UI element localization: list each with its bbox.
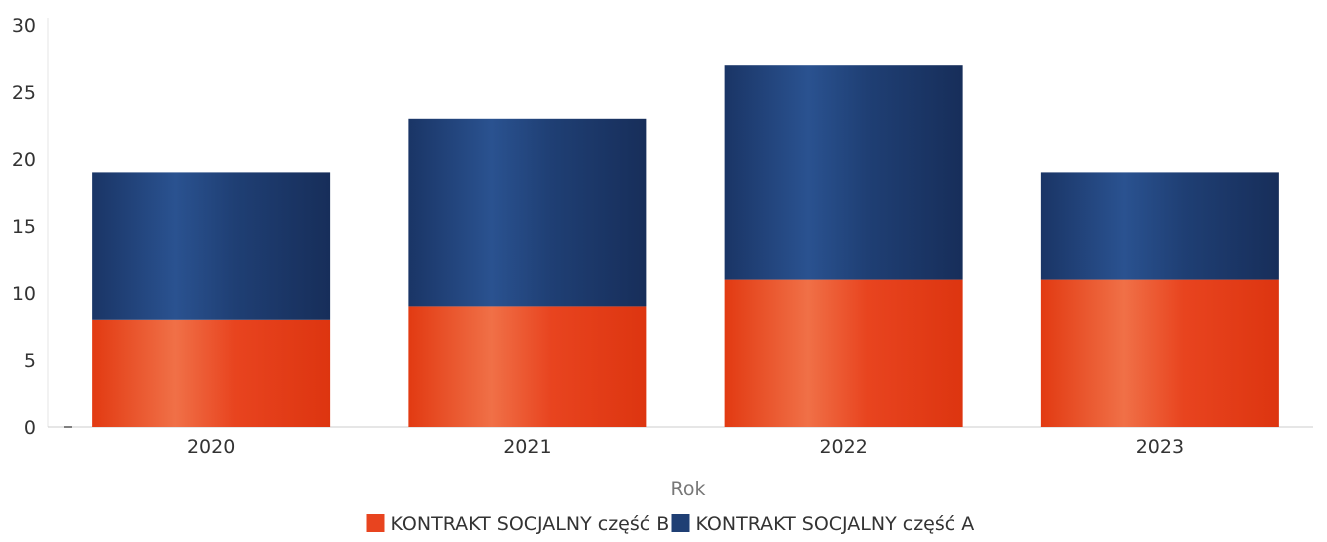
legend-label-0[interactable]: KONTRAKT SOCJALNY część B	[391, 513, 670, 535]
y-axis-ticks: 0 5 10 15 20 25 30	[12, 15, 36, 439]
y-tick-label-4: 20	[12, 149, 36, 171]
y-tick-label-6: 30	[12, 15, 36, 37]
bar-2021-series-1[interactable]	[408, 118, 647, 307]
legend-label-1[interactable]: KONTRAKT SOCJALNY część A	[696, 513, 975, 535]
y-tick-label-0: 0	[24, 417, 36, 439]
x-tick-label-2021: 2021	[503, 436, 551, 458]
x-tick-label-2023: 2023	[1136, 436, 1184, 458]
bar-2023-series-0[interactable]	[1040, 279, 1279, 427]
y-tick-label-2: 10	[12, 283, 36, 305]
bar-2022-series-1[interactable]	[724, 65, 963, 280]
legend-swatch-1	[671, 514, 690, 532]
bars-group	[92, 65, 1279, 427]
bar-2023-series-1[interactable]	[1040, 172, 1279, 280]
x-tick-label-2022: 2022	[819, 436, 867, 458]
legend: KONTRAKT SOCJALNY część B KONTRAKT SOCJAL…	[366, 513, 975, 535]
bar-2021-series-0[interactable]	[408, 306, 647, 427]
bar-2022-series-0[interactable]	[724, 279, 963, 427]
x-axis-label: Rok	[671, 478, 706, 500]
x-axis-ticks: 2020 2021 2022 2023	[187, 436, 1184, 458]
y-tick-label-1: 5	[24, 350, 36, 372]
bar-2020-series-0[interactable]	[92, 319, 331, 427]
x-tick-label-2020: 2020	[187, 436, 235, 458]
legend-swatch-0	[366, 514, 385, 532]
bar-2020-series-1[interactable]	[92, 172, 331, 320]
y-tick-label-5: 25	[12, 82, 36, 104]
y-tick-label-3: 15	[12, 216, 36, 238]
